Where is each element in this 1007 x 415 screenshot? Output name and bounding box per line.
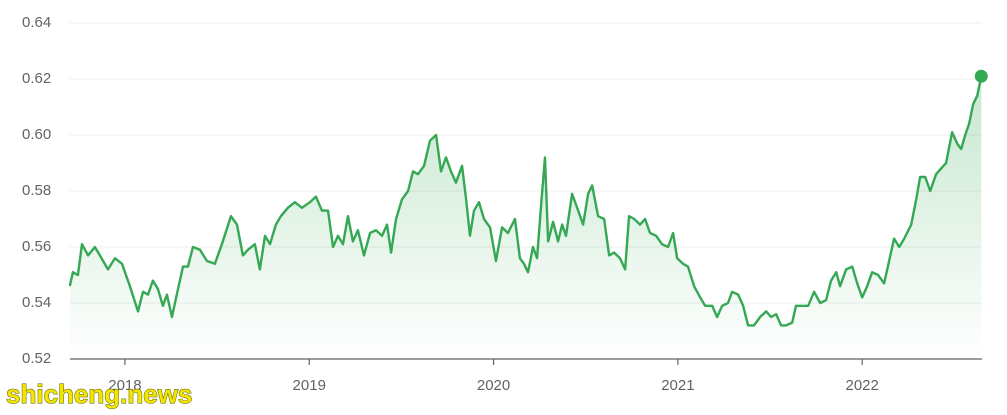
x-tick-label: 2018 <box>108 377 141 394</box>
area <box>70 76 982 359</box>
watermark: shicheng.news <box>6 379 192 409</box>
y-tick-label: 0.52 <box>22 350 51 367</box>
x-tick-label: 2022 <box>846 377 879 394</box>
y-tick-label: 0.60 <box>22 126 51 143</box>
line <box>68 75 983 327</box>
last-point <box>974 69 988 83</box>
y-tick-label: 0.64 <box>22 14 51 31</box>
y-tick-label: 0.54 <box>22 294 51 311</box>
x-tick-label: 2021 <box>661 377 694 394</box>
x-tick-label: 2019 <box>293 377 326 394</box>
axes: 0.52 0.54 0.56 0.58 0.60 0.62 0.64 2018 2019 2020… <box>22 14 982 394</box>
y-tick-label: 0.56 <box>22 238 51 255</box>
x-tick-label: 2020 <box>477 377 510 394</box>
y-tick-label: 0.58 <box>22 182 51 199</box>
y-tick-label: 0.62 <box>22 70 51 87</box>
plot <box>68 69 988 359</box>
